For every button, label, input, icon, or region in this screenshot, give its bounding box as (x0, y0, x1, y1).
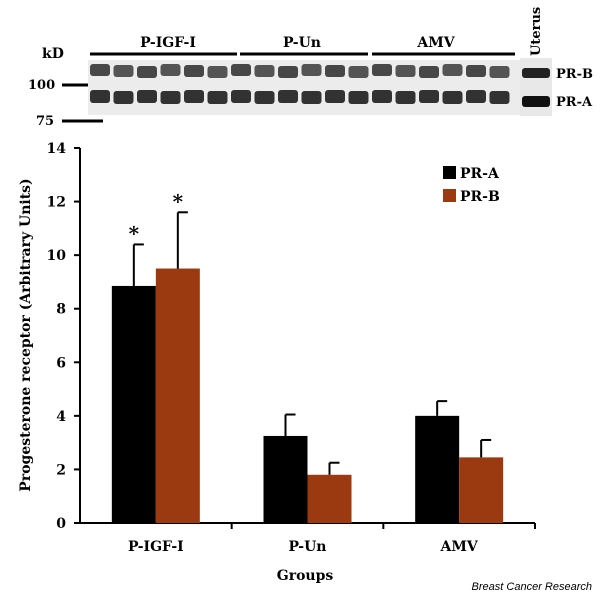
blot-band-pr-b (160, 64, 181, 76)
x-tick-label: AMV (440, 539, 479, 555)
blot-band-pr-a (207, 91, 228, 104)
lane-group-p-un: P-Un (283, 35, 321, 51)
blot-band-pr-a (90, 90, 110, 103)
western-blot-panel: kD 100 75 P-IGF-I P-Un AMV Uterus PR-B P… (28, 7, 593, 129)
bar-pr-a (415, 415, 460, 523)
blot-band-pr-a (325, 90, 345, 103)
blot-band-pr-b (231, 64, 251, 76)
blot-band-pr-a (442, 91, 463, 104)
y-tick-label: 10 (47, 248, 67, 264)
lane-group-amv: AMV (416, 35, 455, 51)
blot-band-pr-b (395, 65, 416, 77)
blot-band-pr-b (348, 66, 369, 78)
x-tick-label: P-IGF-I (128, 539, 184, 555)
error-bars (132, 211, 492, 475)
bar-pr-b (459, 457, 504, 523)
legend-swatch-pr-b (443, 189, 456, 202)
control-lane-uterus: Uterus (529, 7, 544, 56)
legend-label-pr-a: PR-A (460, 166, 500, 182)
blot-band-pr-b (137, 66, 157, 78)
blot-band-pr-b (442, 64, 463, 76)
blot-band-pr-a (254, 91, 275, 104)
blot-band-pr-a (372, 90, 392, 103)
uterus-pr-a-band (522, 96, 550, 107)
x-axis-title: Groups (277, 568, 334, 584)
bar-pr-b (307, 474, 352, 523)
y-tick-label: 2 (56, 462, 66, 478)
y-tick-label: 0 (56, 516, 66, 532)
kd-unit-label: kD (42, 46, 64, 62)
blot-band-pr-b (184, 65, 204, 77)
blot-band-pr-b (301, 64, 322, 76)
blot-bands (90, 64, 510, 104)
blot-band-pr-a (348, 91, 369, 104)
blot-band-pr-a (160, 91, 181, 104)
blot-band-pr-b (207, 66, 228, 78)
blot-band-pr-b (419, 66, 439, 78)
blot-band-pr-a (278, 90, 298, 103)
bar-pr-a (111, 285, 156, 523)
blot-band-pr-b (466, 65, 486, 77)
blot-band-pr-a (466, 90, 486, 103)
blot-band-pr-b (372, 64, 392, 76)
blot-band-pr-a (137, 90, 157, 103)
blot-band-pr-b (278, 66, 298, 78)
y-tick-label: 12 (47, 195, 66, 211)
y-tick-label: 8 (56, 302, 66, 318)
blot-band-pr-b (325, 65, 345, 77)
y-axis-title: Progesterone receptor (Arbitrary Units) (18, 178, 34, 491)
source-credit: Breast Cancer Research (471, 581, 592, 593)
lane-group-p-igf-i: P-IGF-I (140, 35, 196, 51)
uterus-lane-membrane (520, 58, 552, 116)
band-label-pr-a: PR-A (556, 95, 593, 110)
marker-100-label: 100 (28, 78, 55, 93)
y-axis: 0 2 4 6 8 10 12 14 (47, 141, 81, 532)
blot-band-pr-a (419, 90, 439, 103)
bar-pr-b (155, 268, 200, 523)
x-tick-label: P-Un (289, 539, 327, 555)
marker-75-label: 75 (36, 114, 54, 129)
blot-band-pr-a (301, 91, 322, 104)
blot-band-pr-a (231, 90, 251, 103)
blot-band-pr-a (489, 91, 510, 104)
uterus-pr-b-band (522, 68, 550, 78)
y-tick-label: 4 (56, 409, 66, 425)
blot-band-pr-b (254, 65, 275, 77)
legend-swatch-pr-a (443, 166, 456, 179)
bar-pr-a (263, 435, 308, 523)
blot-band-pr-b (489, 66, 510, 78)
blot-band-pr-b (90, 64, 110, 76)
blot-band-pr-a (113, 91, 134, 104)
y-tick-label: 6 (56, 355, 66, 371)
blot-band-pr-b (113, 65, 134, 77)
blot-band-pr-a (395, 91, 416, 104)
x-axis: P-IGF-I P-Un AMV (80, 522, 536, 555)
blot-band-pr-a (184, 90, 204, 103)
legend-label-pr-b: PR-B (460, 189, 500, 205)
significance-asterisk: * (173, 189, 184, 213)
legend: PR-A PR-B (443, 166, 500, 205)
y-tick-label: 14 (47, 141, 67, 157)
significance-markers: ** (129, 189, 184, 245)
bars (111, 268, 504, 523)
significance-asterisk: * (129, 221, 140, 245)
band-label-pr-b: PR-B (556, 67, 593, 82)
